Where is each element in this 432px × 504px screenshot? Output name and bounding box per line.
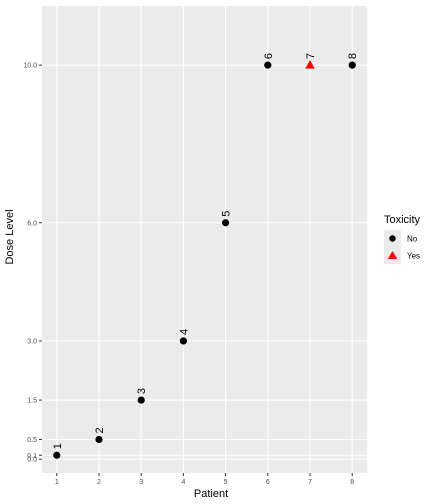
x-tick-label: 5 [224, 479, 228, 486]
x-tick-label: 7 [308, 479, 312, 486]
x-tick-label: 2 [97, 479, 101, 486]
legend-triangle-icon [387, 251, 398, 259]
x-axis-title: Patient [194, 488, 228, 500]
x-tick-label: 6 [266, 479, 270, 486]
grid-lines [42, 6, 367, 473]
y-axis-title: Dose Level [4, 209, 16, 264]
point-label: 1 [52, 443, 64, 449]
legend-label-no: No [407, 235, 418, 244]
data-point [137, 396, 145, 404]
point-label: 6 [263, 53, 275, 59]
data-points [53, 60, 356, 459]
y-tick-label: 3.0 [27, 338, 37, 345]
x-tick-label: 4 [181, 479, 185, 486]
x-axis: 1 2 3 4 5 6 7 8 [55, 473, 354, 486]
y-tick-label: 0.0 [27, 457, 37, 464]
data-point [95, 435, 103, 444]
data-point [222, 219, 230, 227]
legend-circle-icon [389, 235, 396, 242]
y-tick-label: 10.0 [23, 63, 37, 70]
x-tick-label: 1 [55, 479, 59, 486]
point-label: 4 [178, 329, 190, 335]
y-tick-label: 1.5 [27, 398, 37, 405]
point-label: 5 [221, 211, 233, 217]
data-point-toxic [305, 60, 315, 69]
point-label: 2 [94, 427, 106, 433]
data-point [53, 451, 61, 459]
point-label: 3 [136, 388, 148, 394]
x-tick-label: 3 [139, 479, 143, 486]
legend-title: Toxicity [384, 214, 421, 226]
point-labels: 1 2 3 4 5 6 7 8 [52, 53, 359, 449]
legend-label-yes: Yes [407, 252, 420, 261]
y-tick-label: 6.0 [27, 220, 37, 227]
y-tick-label: 0.5 [27, 437, 37, 444]
plot-panel [42, 6, 367, 473]
point-label: 8 [347, 53, 359, 59]
point-label: 7 [305, 53, 317, 59]
y-tick-label: 0.1 [27, 453, 37, 460]
x-tick-label: 8 [350, 479, 354, 486]
data-point [179, 337, 187, 345]
data-point [264, 61, 272, 69]
data-point [348, 61, 356, 69]
y-axis: 0.00.1 0.5 1.5 3.0 6.0 10.0 [23, 63, 42, 464]
legend: Toxicity No Yes [384, 214, 421, 264]
